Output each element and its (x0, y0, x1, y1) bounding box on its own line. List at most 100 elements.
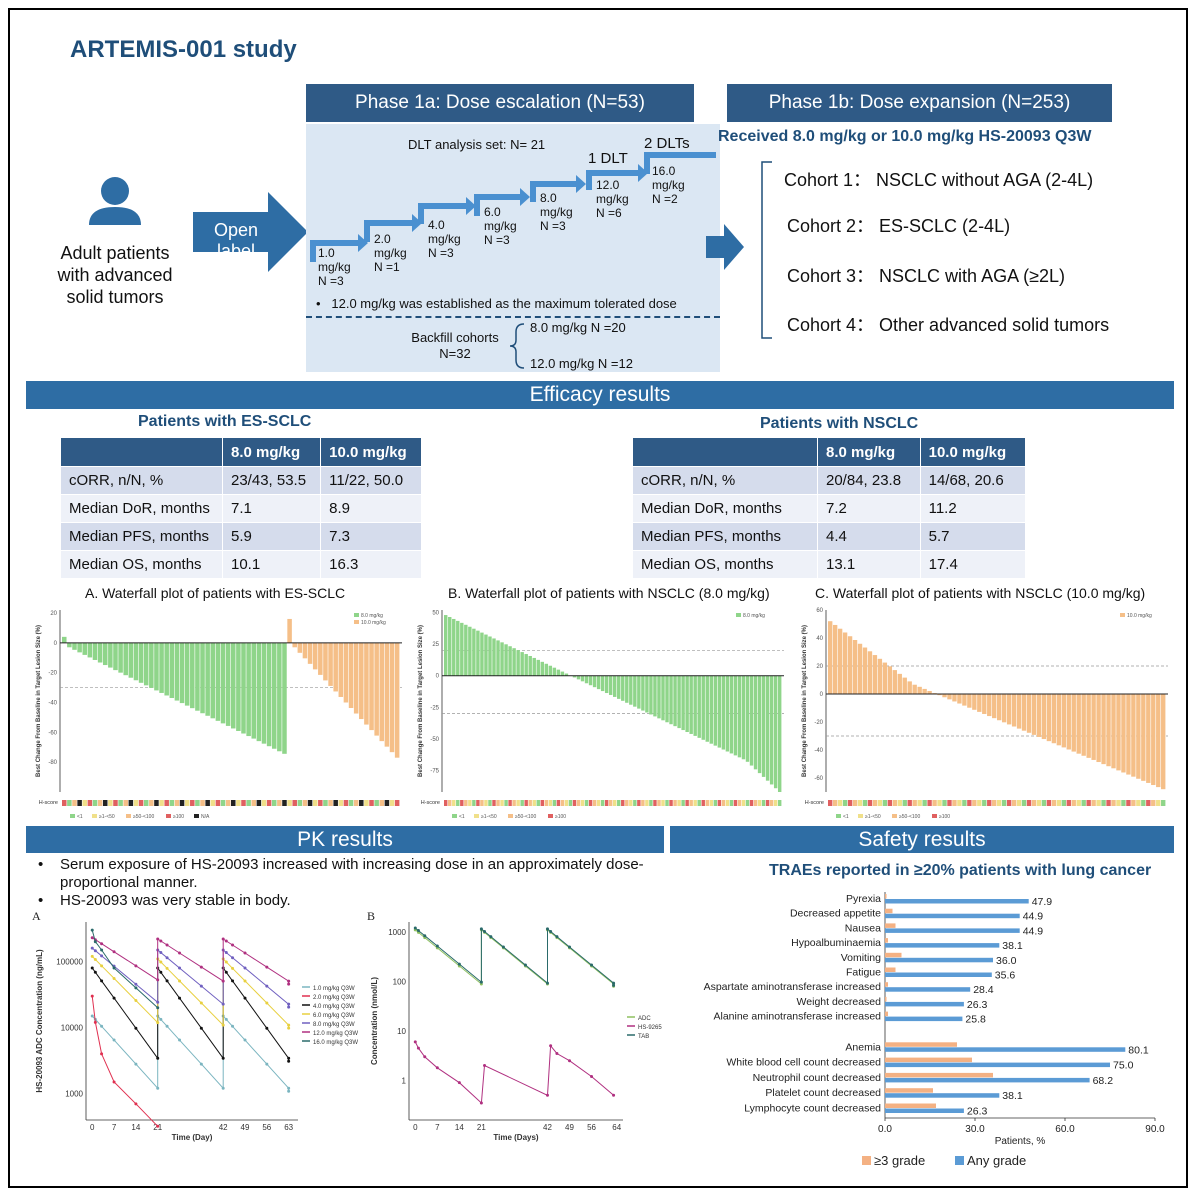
h-score-cell (749, 800, 754, 806)
h-legend-label: ≥1-<50 (865, 814, 881, 820)
sclc-col-8: 8.0 mg/kg (221, 437, 322, 467)
y-axis-label: Best Change From Baseline in Target Lesi… (802, 625, 808, 777)
h-score-cell (174, 800, 180, 806)
waterfall-a-title: A. Waterfall plot of patients with ES-SC… (85, 585, 346, 601)
h-score-cell (1031, 800, 1037, 806)
h-score-cell (887, 800, 893, 806)
efficacy-header: Efficacy results (26, 381, 1174, 409)
h-score-cell (997, 800, 1002, 806)
pk-point (224, 1017, 228, 1021)
pk-point (287, 1056, 291, 1060)
waterfall-bar (897, 673, 902, 694)
category-label: Platelet count decreased (765, 1087, 881, 1099)
h-score-cell (72, 800, 77, 806)
x-tick-label: 21 (477, 1123, 486, 1132)
pk-point (134, 1026, 138, 1030)
waterfall-bar (508, 646, 512, 676)
h-score-cell (138, 800, 144, 806)
h-score-cell (952, 800, 957, 806)
waterfall-bar (174, 642, 180, 701)
h-score-cell (847, 800, 853, 806)
h-score-cell (584, 800, 589, 806)
nsclc-row-dor: Median DoR, months 7.2 11.2 (632, 494, 1027, 523)
h-score-cell (179, 800, 185, 806)
cohort-3: Cohort 3： NSCLC with AGA (≥2L) (787, 266, 1065, 286)
h-score-cell (733, 800, 738, 806)
pk-point (523, 963, 527, 967)
pk-point (134, 1102, 138, 1106)
pk-point (265, 965, 269, 969)
waterfall-bar (685, 675, 689, 733)
pk-point (287, 982, 291, 986)
pk-point (165, 1024, 169, 1028)
h-score-cell (97, 800, 103, 806)
pk-point (199, 1001, 203, 1005)
waterfall-bar (705, 675, 709, 742)
waterfall-bar (287, 618, 292, 643)
h-score-cell (149, 800, 154, 806)
waterfall-bar (576, 675, 581, 680)
h-score-cell (379, 800, 385, 806)
h-score-cell (480, 800, 484, 806)
waterfall-bar (882, 662, 888, 694)
waterfall-bar (343, 642, 349, 703)
h-score-cell (528, 800, 532, 806)
h-legend-swatch (92, 814, 97, 818)
pk-point (199, 965, 203, 969)
h-score-cell (536, 800, 540, 806)
waterfall-bar (769, 675, 774, 785)
backfill-12: 12.0 mg/kg N =12 (530, 356, 633, 371)
h-legend-swatch (836, 814, 841, 818)
y-tick-label: -50 (430, 737, 439, 743)
legend-label: 8.0 mg/kg (743, 613, 765, 619)
h-score-cell (143, 800, 149, 806)
pk-point (479, 927, 483, 931)
h-score-cell (1021, 800, 1027, 806)
waterfall-bar (1016, 694, 1022, 729)
pk-point (479, 1101, 483, 1105)
waterfall-bar (353, 642, 359, 714)
waterfall-bar (184, 642, 190, 706)
step-2-label: 2.0 mg/kg N =1 (374, 232, 407, 274)
h-score-cell (882, 800, 888, 806)
h-score-cell (992, 800, 997, 806)
waterfall-bar (857, 643, 863, 694)
h-score-cell (328, 800, 333, 806)
nsclc-col-8: 8.0 mg/kg (817, 437, 921, 467)
h-score-cell (661, 800, 665, 806)
h-legend-label: ≥1-<50 (481, 814, 497, 820)
waterfall-bar (625, 675, 629, 703)
bar-any-grade (885, 1093, 1000, 1098)
h-score-cell (962, 800, 967, 806)
pk-point (156, 1056, 160, 1060)
pk-point (156, 978, 160, 982)
waterfall-bar (832, 624, 838, 694)
nsclc-table-title: Patients with NSCLC (760, 415, 919, 432)
h-legend-swatch (892, 814, 897, 818)
pk-point (156, 1086, 160, 1090)
h-score-cell (693, 800, 697, 806)
pk-point (134, 986, 138, 990)
nsclc-col-10: 10.0 mg/kg (919, 437, 1027, 467)
h-score-cell (842, 800, 848, 806)
h-score-cell (1116, 800, 1121, 806)
nsclc-results-table: 8.0 mg/kg 10.0 mg/kg cORR, n/N, % 20/84, … (632, 437, 1027, 579)
value-label: 28.4 (973, 984, 994, 996)
waterfall-bar (1151, 694, 1156, 786)
h-score-cell (508, 800, 512, 806)
legend-swatch (354, 613, 359, 617)
h-score-cell (456, 800, 460, 806)
waterfall-bar (596, 675, 601, 690)
value-label: 26.3 (967, 1106, 988, 1118)
h-score-cell (673, 800, 677, 806)
h-score-cell (359, 800, 364, 806)
pk-point (287, 1002, 291, 1006)
waterfall-bar (837, 628, 843, 694)
y-tick-label: -60 (814, 776, 823, 782)
legend-label: 8.0 mg/kg (361, 613, 383, 619)
figure-frame (8, 8, 1188, 1188)
y-tick-label: -40 (814, 748, 823, 754)
waterfall-bar (701, 675, 705, 740)
h-legend-swatch (932, 814, 937, 818)
category-label: Neutrophil count decreased (753, 1072, 882, 1084)
